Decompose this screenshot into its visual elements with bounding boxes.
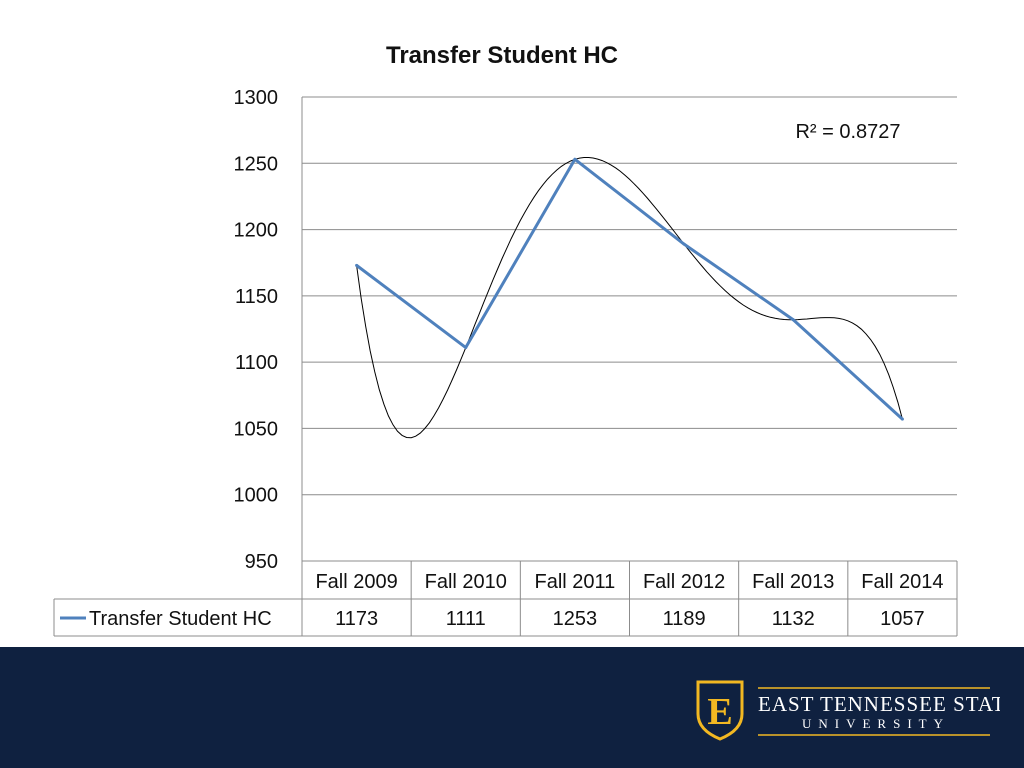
etsu-shield-icon: E bbox=[696, 680, 744, 741]
footer-bar bbox=[0, 647, 1024, 768]
data-point bbox=[355, 263, 359, 267]
x-tick-label: Fall 2009 bbox=[315, 571, 397, 593]
x-tick-label: Fall 2010 bbox=[425, 571, 507, 593]
chart-title: Transfer Student HC bbox=[386, 42, 618, 69]
y-tick-label: 1000 bbox=[234, 485, 279, 507]
y-tick-label: 1050 bbox=[234, 418, 279, 440]
data-point bbox=[900, 417, 904, 421]
y-tick-label: 1300 bbox=[234, 87, 279, 109]
gridlines bbox=[301, 96, 957, 561]
data-table-value: 1189 bbox=[663, 608, 706, 630]
data-table-value: 1057 bbox=[880, 608, 925, 630]
series-group bbox=[355, 157, 904, 421]
x-tick-label: Fall 2014 bbox=[861, 571, 943, 593]
x-tick-label: Fall 2011 bbox=[535, 571, 616, 593]
y-tick-label: 1100 bbox=[235, 352, 278, 374]
legend-label: Transfer Student HC bbox=[89, 608, 272, 630]
y-tick-label: 1150 bbox=[235, 286, 278, 308]
logo-line1: EAST TENNESSEE STATE bbox=[758, 692, 1000, 716]
data-point bbox=[464, 346, 468, 350]
r-squared-label: R² = 0.8727 bbox=[795, 121, 900, 143]
data-point bbox=[682, 242, 686, 246]
data-table-value: 1132 bbox=[772, 608, 815, 630]
logo-line2: UNIVERSITY bbox=[802, 716, 950, 731]
trendline bbox=[356, 157, 903, 439]
data-table-value: 1173 bbox=[335, 608, 378, 630]
logo-letter: E bbox=[707, 691, 732, 733]
y-tick-label: 950 bbox=[245, 551, 278, 573]
y-tick-label: 1200 bbox=[234, 220, 279, 242]
data-table-value: 1253 bbox=[553, 608, 598, 630]
series-line bbox=[355, 157, 904, 421]
university-logo: E EAST TENNESSEE STATE UNIVERSITY bbox=[696, 680, 1000, 741]
data-point bbox=[791, 318, 795, 322]
data-point bbox=[573, 157, 577, 161]
x-tick-label: Fall 2012 bbox=[643, 571, 725, 593]
line-chart: Transfer Student HC 950 1000 1050 1100 1150 1… bbox=[53, 42, 958, 637]
y-tick-label: 1250 bbox=[234, 153, 279, 175]
data-table-value: 1111 bbox=[446, 608, 486, 630]
y-axis-ticks: 950 1000 1050 1100 1150 1200 1250 1300 bbox=[234, 87, 279, 573]
x-tick-label: Fall 2013 bbox=[752, 571, 834, 593]
data-table: Fall 2009 Fall 2010 Fall 2011 Fall 2012 Fall… bbox=[53, 560, 958, 637]
